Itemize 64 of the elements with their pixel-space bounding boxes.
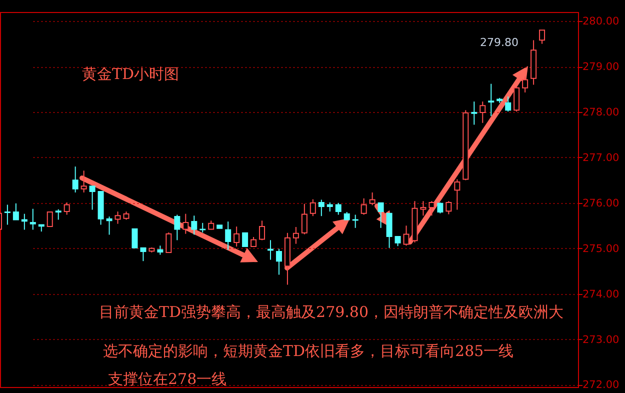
y-tick-label: 277.00 xyxy=(582,152,620,164)
y-tick-label: 276.00 xyxy=(582,197,620,210)
candlestick xyxy=(386,212,392,248)
candlestick xyxy=(403,225,410,246)
candlestick xyxy=(428,200,435,216)
y-tick-label: 280.00 xyxy=(582,16,620,28)
candlestick xyxy=(446,200,452,215)
candlestick xyxy=(55,208,62,220)
candlestick xyxy=(182,213,189,234)
candlestick xyxy=(310,198,316,217)
candlestick xyxy=(80,170,87,193)
candlestick xyxy=(114,211,121,224)
candlestick xyxy=(454,178,460,210)
annotation: 279.80 xyxy=(480,36,518,49)
annotation: 支撑位在278一线 xyxy=(108,370,227,389)
candlestick xyxy=(292,226,299,244)
candlestick xyxy=(471,101,478,126)
candlestick xyxy=(505,96,512,112)
candlestick xyxy=(369,192,376,206)
candlestick xyxy=(12,202,19,220)
candlestick xyxy=(522,76,528,93)
candlestick xyxy=(259,220,266,241)
candlestick xyxy=(89,186,96,210)
candlestick xyxy=(4,204,10,226)
candlestick xyxy=(132,228,138,248)
y-tick-label: 279.00 xyxy=(582,61,620,74)
y-tick-label: 278.00 xyxy=(582,106,620,118)
candlestick xyxy=(318,199,324,217)
candlestick xyxy=(140,247,146,262)
candlestick xyxy=(301,203,308,235)
candlestick xyxy=(157,245,164,256)
candlestick xyxy=(166,232,172,253)
candlestick xyxy=(420,200,426,216)
candlestick xyxy=(72,166,78,193)
candlestick xyxy=(234,226,240,248)
y-tick-label: 274.00 xyxy=(582,288,620,300)
y-tick-label: 272.00 xyxy=(582,379,620,392)
candlestick xyxy=(335,202,342,216)
candlestick xyxy=(514,86,520,112)
candlestick xyxy=(326,202,333,212)
text: 黄金TD小时图 xyxy=(82,65,180,84)
y-tick-label: 273.00 xyxy=(582,334,620,346)
candlestick xyxy=(378,202,384,228)
annotation: 选不确定的影响，短期黄金TD依旧看多，目标可看向285一线 xyxy=(103,342,514,361)
candlestick xyxy=(276,248,282,276)
candlestick xyxy=(191,215,198,236)
candlestick xyxy=(46,212,53,228)
candlestick xyxy=(21,213,28,230)
annotation: 目前黄金TD强势攀高，最高触及279.80，因特朗普不确定性及欧洲大 xyxy=(99,303,564,322)
candlestick xyxy=(480,101,486,124)
candlestick xyxy=(488,83,494,117)
candlestick xyxy=(360,198,367,216)
candlestick xyxy=(394,236,401,247)
candlestick xyxy=(352,214,358,228)
candlestick xyxy=(242,232,248,248)
y-tick-label: 275.00 xyxy=(582,242,620,255)
candlestick xyxy=(225,221,232,250)
candlestick xyxy=(106,216,112,236)
candlestick xyxy=(539,30,546,44)
candlestick xyxy=(30,208,36,230)
candlestick xyxy=(174,214,180,241)
candlestick xyxy=(437,202,444,214)
candlestick xyxy=(208,220,214,230)
candlestick xyxy=(64,202,70,216)
